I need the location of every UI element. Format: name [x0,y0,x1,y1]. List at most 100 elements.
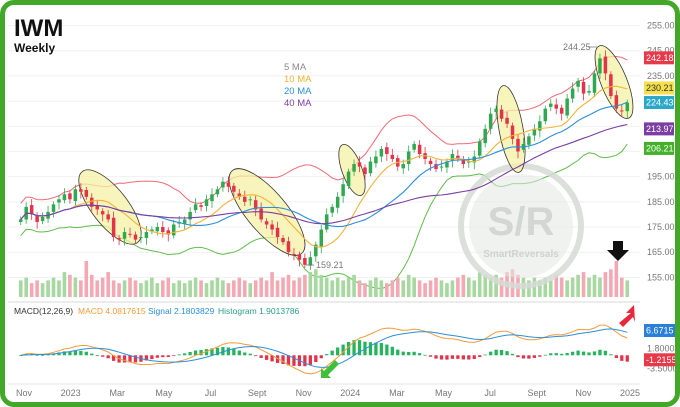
candle-body [428,160,433,165]
macd-histogram-bar [254,355,258,357]
candle-body [270,224,274,230]
candle-body [128,233,132,235]
macd-histogram-bar [532,355,537,358]
legend-5ma: 5 MA [284,62,307,73]
candle-body [581,81,586,94]
candle-body [603,56,608,74]
macd-histogram-bar [286,355,291,366]
macd-histogram-bar [243,352,247,356]
candle-body [84,189,89,197]
volume-bar [46,280,50,297]
macd-signal: Signal 2.1803829 [148,306,214,316]
volume-bar [122,280,127,297]
macd-histogram-bar [330,350,334,356]
volume-bar [368,280,373,297]
macd-histogram-bar [57,352,61,356]
volume-bar [221,280,225,297]
watermark-sr: S/R [488,200,555,244]
macd-histogram-bar [412,351,416,356]
macd-histogram-bar [450,355,455,359]
price-badge-label: 230.21 [646,83,674,93]
candle-body [374,156,378,164]
macd-histogram-bar [439,355,444,360]
volume-bar [335,277,340,297]
macd-histogram-bar [625,355,629,362]
candle-body [215,189,220,195]
candle-body [576,80,580,87]
candle-body [193,204,198,211]
volume-bar [379,280,384,297]
low-annotation: 159.21 [316,260,344,270]
macd-histogram-bar [166,355,170,357]
macd-histogram-bar [319,355,323,359]
candle-body [68,193,72,200]
macd-histogram-bar [543,354,547,356]
macd-histogram-bar [106,355,110,359]
macd-histogram-bar [357,340,362,356]
candle-body [587,91,591,93]
candle-body [401,164,405,169]
highlight-ellipse [338,143,366,197]
volume-bar [587,277,591,297]
macd-histogram-bar [609,354,613,356]
volume-bar [341,280,345,297]
volume-bar [543,277,548,297]
macd-histogram-bar [472,355,476,359]
macd-histogram-bar [461,355,465,360]
macd-histogram-bar [221,346,225,356]
volume-bar [193,277,198,297]
macd-histogram-bar [401,351,405,356]
candle-body [324,214,329,230]
ma-legend: 5 MA 10 MA 20 MA 40 MA [284,62,312,109]
candle-body [598,58,602,74]
candle-body [368,161,373,174]
volume-bar [308,272,313,297]
volume-bar [139,283,143,297]
candle-body [614,95,619,109]
candle-body [90,197,94,207]
candle-body [477,141,482,156]
candle-body [472,156,477,163]
candle-body [352,164,356,172]
moving-average-lines [20,85,628,248]
volume-bar [166,277,171,297]
price-badge [644,81,674,95]
volume-bar [314,269,318,297]
macd-histogram-bar [62,351,67,356]
macd-histogram-bar [374,342,378,356]
macd-histogram-bar [336,347,340,356]
candle-body [625,102,630,112]
price-tick-label: 185.00 [647,197,675,207]
volume-bar [461,274,466,297]
candles [18,50,630,270]
volume-bar [609,269,613,297]
macd-histogram-bar [346,341,351,356]
macd-histogram-bar [133,355,138,363]
candle-body [281,237,285,243]
macd-tick-label: 1.8000 [647,344,675,354]
volume-bar [494,274,498,297]
watermark-logo: S/R SmartReversals [458,163,584,289]
time-tick-label: Mar [109,388,125,398]
candle-body [297,254,302,260]
candle-body [554,104,558,109]
candle-body [226,182,231,187]
volume-bar [259,277,263,297]
candle-body [308,257,313,266]
time-tick-label: 2023 [61,388,81,398]
candle-body [237,193,242,197]
macd-histogram-bar [516,355,520,358]
candle-body [117,237,121,240]
candle-body [450,153,455,161]
candle-body [363,167,367,175]
volume-bar [395,277,400,297]
candle-body [62,194,67,201]
candle-body [609,74,613,97]
volume-bar [297,277,302,297]
macd-histogram-bar [352,340,356,356]
candle-body [483,128,487,144]
macd-histogram-bar [341,344,345,356]
volume-bar [401,280,406,297]
price-badge-label: 206.21 [646,143,674,153]
